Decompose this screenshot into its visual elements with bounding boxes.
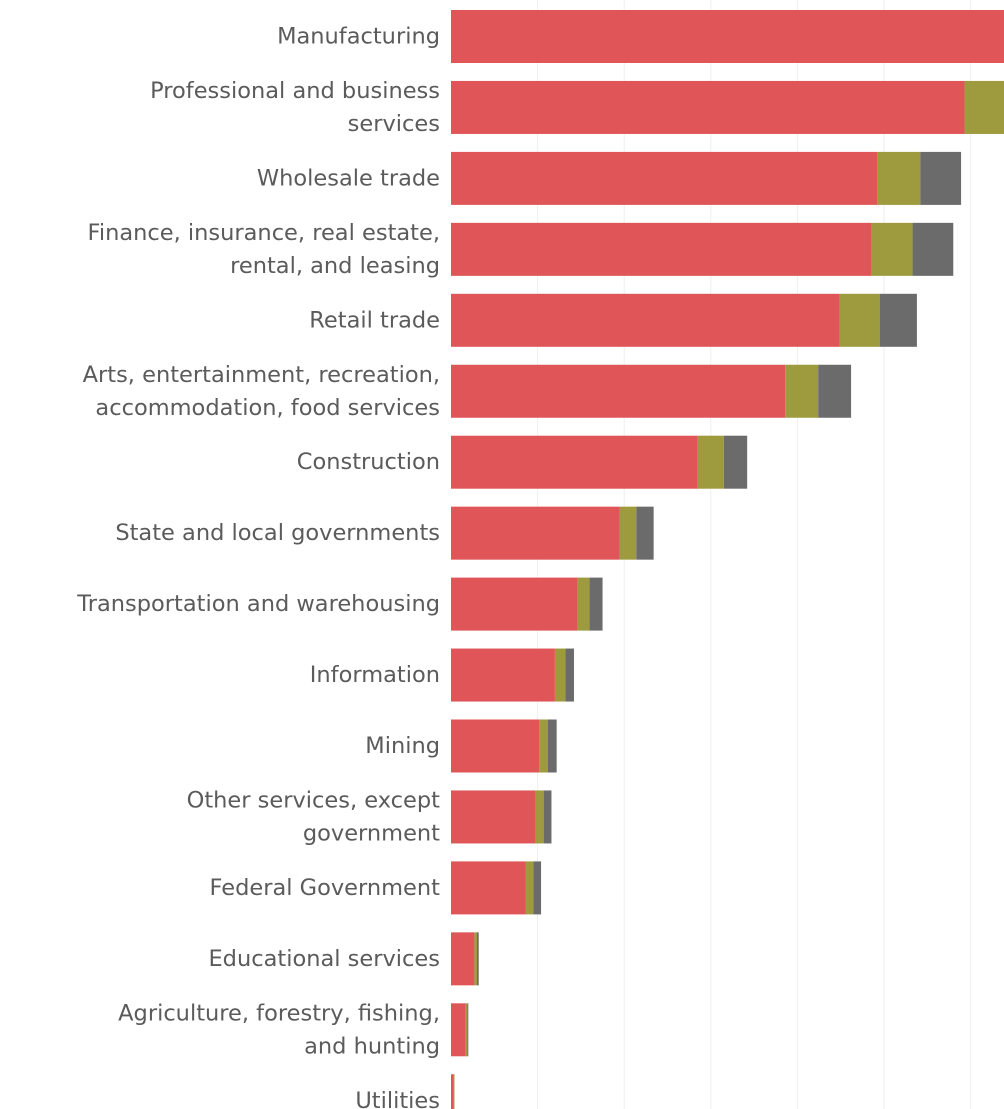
category-label: services <box>348 111 440 137</box>
bar-segment-series-2 <box>785 364 819 418</box>
bar-segment-series-3 <box>467 1003 469 1057</box>
bar-segment-series-2 <box>535 790 544 844</box>
category-label: State and local governments <box>115 520 440 546</box>
bar-segment-series-3 <box>723 435 748 489</box>
bar-segment-series-1 <box>451 222 872 276</box>
bar-segment-series-1 <box>451 364 786 418</box>
category-label: Educational services <box>208 946 440 972</box>
category-label: Manufacturing <box>277 24 440 50</box>
bar-segment-series-3 <box>920 151 962 205</box>
bar-segment-series-2 <box>871 222 913 276</box>
bar-segment-series-1 <box>451 648 555 702</box>
bar-segment-series-2 <box>539 719 548 773</box>
bar-segment-series-1 <box>451 506 620 560</box>
bar-segment-series-3 <box>565 648 574 702</box>
bar-segment-series-3 <box>589 577 603 631</box>
bar-segment-series-2 <box>474 932 477 986</box>
bar-segment-series-1 <box>451 577 578 631</box>
bar-segment-series-1 <box>451 1003 466 1057</box>
category-label: accommodation, food services <box>95 395 440 421</box>
bar-segment-series-2 <box>877 151 921 205</box>
category-label: Federal Government <box>210 875 441 901</box>
bar-segment-series-3 <box>912 222 954 276</box>
category-label: and hunting <box>304 1033 440 1059</box>
bar-segment-series-3 <box>636 506 654 560</box>
bar-segment-series-1 <box>451 80 965 134</box>
category-label: government <box>303 820 440 846</box>
category-label: Arts, entertainment, recreation, <box>83 362 440 388</box>
category-label: Professional and business <box>150 78 440 104</box>
category-label: Finance, insurance, real estate, <box>88 220 440 246</box>
bar-segment-series-1 <box>451 10 1004 63</box>
category-label: Agriculture, forestry, fishing, <box>118 1000 440 1026</box>
bar-segment-series-1 <box>451 151 878 205</box>
bar-segment-series-2 <box>577 577 590 631</box>
bar-segment-series-2 <box>554 648 566 702</box>
bar-segment-series-1 <box>451 861 526 915</box>
bar-segment-series-3 <box>476 932 479 986</box>
bar-segment-series-1 <box>451 790 536 844</box>
category-label: Construction <box>297 449 440 475</box>
category-label: Information <box>310 662 440 688</box>
bars <box>451 10 1004 1109</box>
bar-segment-series-2 <box>839 293 880 347</box>
bar-segment-series-2 <box>465 1003 468 1057</box>
category-label: Mining <box>365 733 440 759</box>
bar-segment-series-3 <box>543 790 552 844</box>
bar-segment-series-2 <box>964 80 1004 134</box>
category-label: Wholesale trade <box>257 165 440 191</box>
category-labels: Manufacturing Professional and business se… <box>76 24 440 1109</box>
bar-segment-series-2 <box>697 435 724 489</box>
category-label: rental, and leasing <box>230 253 440 279</box>
bar-segment-series-1 <box>451 719 540 773</box>
bar-segment-series-2 <box>525 861 534 915</box>
bar-segment-series-1 <box>451 293 840 347</box>
category-label: Utilities <box>355 1088 440 1109</box>
bar-segment-series-3 <box>879 293 917 347</box>
bar-segment-series-1 <box>451 435 698 489</box>
bar-segment-series-1 <box>451 1074 454 1109</box>
category-label: Retail trade <box>309 307 440 333</box>
bar-segment-series-2 <box>453 1074 455 1109</box>
bar-segment-series-2 <box>619 506 637 560</box>
bar-segment-series-3 <box>547 719 557 773</box>
category-label: Other services, except <box>187 787 441 813</box>
bar-segment-series-3 <box>533 861 542 915</box>
bar-segment-series-1 <box>451 932 475 986</box>
category-label: Transportation and warehousing <box>76 591 440 617</box>
bar-segment-series-3 <box>818 364 852 418</box>
